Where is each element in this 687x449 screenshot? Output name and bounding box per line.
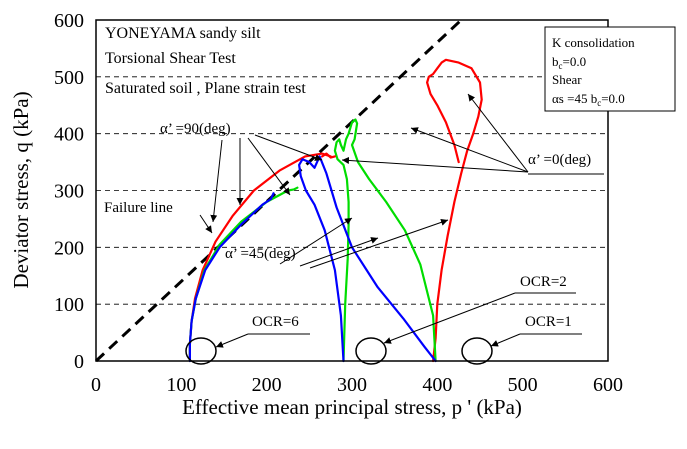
info-line-1: YONEYAMA sandy silt [105, 25, 261, 42]
svg-text:OCR=6: OCR=6 [252, 314, 299, 330]
gridlines [96, 76, 608, 305]
y-tick-label: 400 [54, 124, 84, 146]
ocr-2-marker: OCR=2 [355, 274, 576, 365]
series-line-6 [321, 152, 336, 159]
info-line-3: Saturated soil , Plane strain test [105, 80, 306, 97]
ocr-6-marker: OCR=6 [185, 314, 310, 365]
series-line-1 [188, 186, 299, 363]
info-line-2: Torsional Shear Test [105, 50, 236, 67]
annotation-alpha45: α’ =45(deg) [225, 217, 449, 269]
svg-text:OCR=1: OCR=1 [525, 314, 572, 330]
series-line-4 [333, 118, 437, 363]
y-axis-label: Deviator stress, q (kPa) [9, 91, 33, 288]
series-line-3 [426, 58, 483, 363]
y-ticks: 0 100 200 300 400 500 600 [54, 10, 84, 373]
legend-line-4: αs =45 bc=0.0 [552, 91, 625, 108]
x-axis-label: Effective mean principal stress, p ' (kP… [182, 395, 522, 419]
ocr-1-marker: OCR=1 [461, 314, 582, 365]
failure-line-label: Failure line [104, 200, 213, 234]
y-tick-label: 0 [74, 351, 84, 373]
x-tick-label: 200 [252, 374, 282, 396]
x-tick-label: 500 [508, 374, 538, 396]
y-tick-label: 600 [54, 10, 84, 32]
svg-text:Failure line: Failure line [104, 200, 173, 216]
series-line-5 [298, 155, 437, 363]
y-tick-label: 500 [54, 67, 84, 89]
series-line-2 [188, 192, 275, 363]
x-tick-label: 400 [422, 374, 452, 396]
legend-line-1: K consolidation [552, 35, 635, 50]
svg-text:OCR=2: OCR=2 [520, 274, 567, 290]
legend-line-2: bc=0.0 [552, 54, 586, 71]
x-tick-label: 0 [91, 374, 101, 396]
plot-frame [95, 19, 609, 362]
x-tick-label: 300 [337, 374, 367, 396]
svg-text:α’ =0(deg): α’ =0(deg) [528, 152, 591, 168]
failure-line [94, 18, 463, 363]
legend-box: K consolidation bc=0.0 Shear αs =45 bc=0… [544, 26, 676, 112]
svg-text:α’ =90(deg): α’ =90(deg) [160, 121, 231, 137]
x-tick-label: 100 [166, 374, 196, 396]
y-tick-label: 200 [54, 237, 84, 259]
x-ticks: 0 100 200 300 400 500 600 [91, 374, 623, 396]
legend-line-3: Shear [552, 72, 582, 87]
annotation-alpha90: α’ =90(deg) [160, 121, 323, 223]
y-tick-label: 100 [54, 294, 84, 316]
svg-text:α’ =45(deg): α’ =45(deg) [225, 246, 296, 262]
series-group [188, 58, 483, 363]
y-tick-label: 300 [54, 181, 84, 203]
annotation-alpha0: α’ =0(deg) [341, 93, 604, 175]
x-tick-label: 600 [593, 374, 623, 396]
